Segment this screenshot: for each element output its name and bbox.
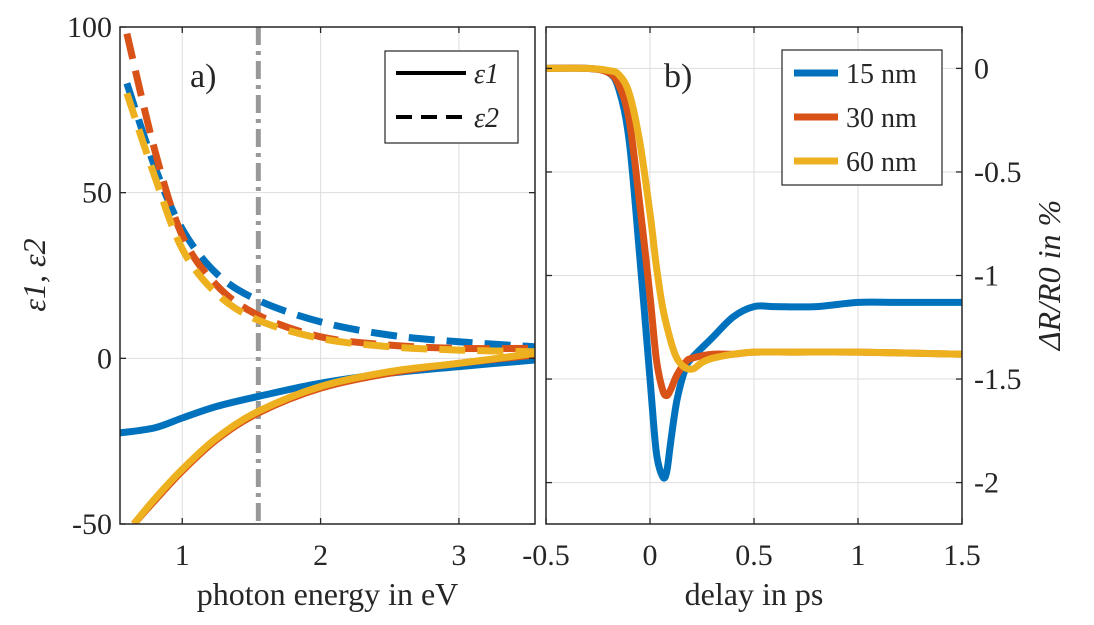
legend-label-eps1: ε1 xyxy=(474,59,499,90)
y-tick-label: -1.5 xyxy=(974,363,1022,396)
x-tick-label: -0.5 xyxy=(522,539,570,572)
orange-eps2-line xyxy=(123,32,535,353)
x-tick-label: 0.5 xyxy=(735,539,773,572)
y-tick-label: 0 xyxy=(97,342,112,375)
x-tick-label: 1.5 xyxy=(943,539,981,572)
x-tick-label: 2 xyxy=(313,539,328,572)
series-line-60-nm xyxy=(546,64,962,373)
y-tick-label: -50 xyxy=(72,508,112,541)
y-tick-label: 0 xyxy=(974,52,989,85)
panel-b: -0.5 0 0.5 1 1.5 -2 -1.5 -1 -0.5 0 b) 15 nm 30 nm 6… xyxy=(522,26,1067,612)
legend-label-60-nm: 60 nm xyxy=(846,147,917,178)
panel-b-y-axis-label: ΔR/R0 in % xyxy=(1031,200,1067,352)
legend-label-15-nm: 15 nm xyxy=(846,59,917,90)
panel-b-series xyxy=(546,64,962,482)
yellow-eps2-line xyxy=(123,92,535,356)
panel-b-x-axis-label: delay in ps xyxy=(685,576,824,612)
panel-a-x-axis-label: photon energy in eV xyxy=(197,576,459,612)
panel-a-label: a) xyxy=(190,58,216,95)
panel-a-legend-box xyxy=(384,50,519,144)
y-tick-label: 50 xyxy=(82,177,112,210)
legend-label-30-nm: 30 nm xyxy=(846,103,917,134)
y-tick-label: 100 xyxy=(67,11,112,44)
yellow-eps1-line xyxy=(131,349,535,524)
x-tick-label: 0 xyxy=(643,539,658,572)
panel-a: 1 2 3 -50 0 50 100 a) ε1 ε2 photon energy in e… xyxy=(16,11,536,612)
panel-a-axes-frame xyxy=(119,26,536,525)
x-tick-label: 3 xyxy=(451,539,466,572)
panel-b-legend-items: 15 nm 30 nm 60 nm xyxy=(794,59,917,178)
panel-b-label: b) xyxy=(664,58,692,95)
y-tick-label: -2 xyxy=(974,467,999,500)
panel-b-legend: 15 nm 30 nm 60 nm xyxy=(781,49,943,186)
panel-a-series xyxy=(120,32,535,524)
legend-label-eps2: ε2 xyxy=(474,103,499,134)
x-tick-label: 1 xyxy=(175,539,190,572)
panel-a-legend: ε1 ε2 xyxy=(384,50,519,144)
y-tick-label: -1 xyxy=(974,260,999,293)
panel-a-y-axis-label: ε1, ε2 xyxy=(16,238,52,311)
panel-b-ticks: -0.5 0 0.5 1 1.5 -2 -1.5 -1 -0.5 0 xyxy=(522,27,1022,572)
panel-a-ticks: 1 2 3 -50 0 50 100 xyxy=(67,11,535,572)
y-tick-label: -0.5 xyxy=(974,156,1022,189)
blue-eps2-line xyxy=(123,82,535,351)
x-tick-label: 1 xyxy=(851,539,866,572)
